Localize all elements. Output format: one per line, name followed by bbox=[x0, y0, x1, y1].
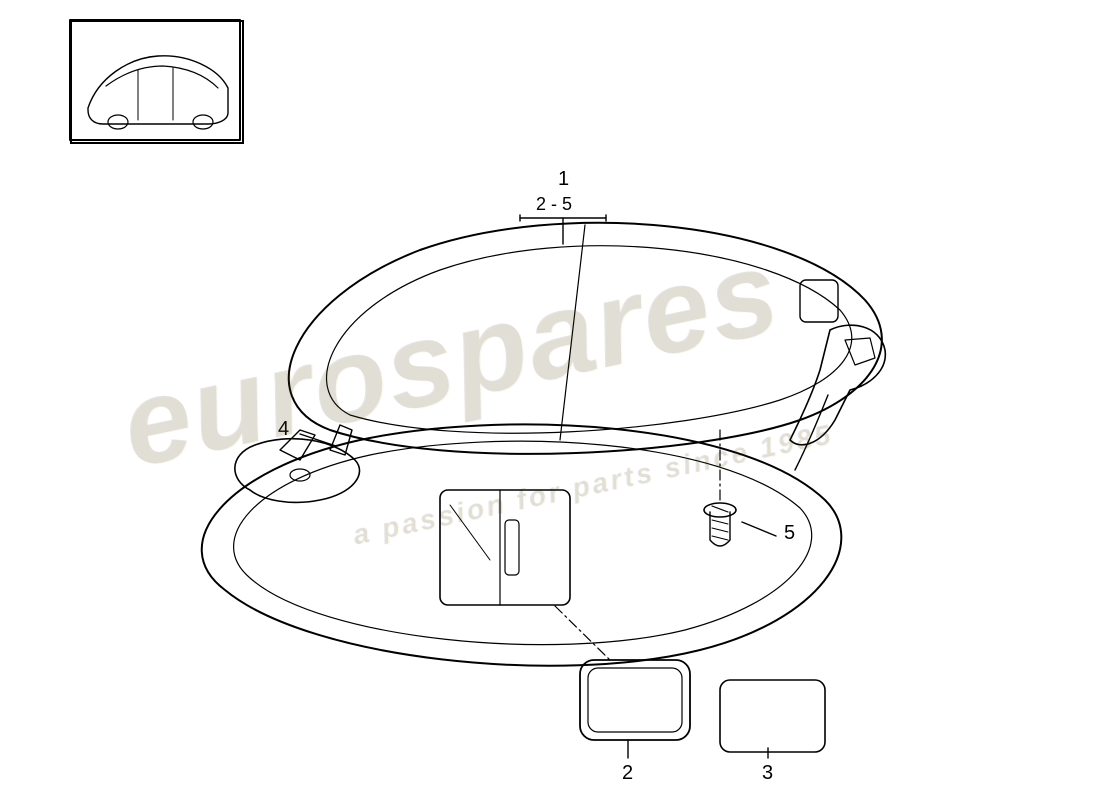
mirror-glass-3 bbox=[720, 680, 825, 752]
screw-5 bbox=[704, 503, 736, 546]
callout-2: 2 bbox=[622, 762, 633, 785]
callout-3: 3 bbox=[762, 762, 773, 785]
visor-rear-panel bbox=[289, 223, 882, 454]
vanity-mirror-cutout bbox=[440, 490, 570, 605]
diagram-canvas: 1 2 - 5 2 3 4 5 eurospares a passion for… bbox=[0, 0, 1100, 800]
leader-lines bbox=[300, 215, 776, 758]
visor-front-panel bbox=[202, 424, 842, 665]
support-clip-left bbox=[235, 425, 360, 502]
hinge-bracket-right bbox=[790, 325, 885, 470]
thumbnail-frame bbox=[70, 20, 244, 144]
callout-1-range: 2 - 5 bbox=[536, 194, 572, 215]
mirror-frame-2 bbox=[580, 660, 690, 740]
callout-4: 4 bbox=[278, 418, 289, 441]
callout-5: 5 bbox=[784, 522, 795, 545]
callout-1: 1 bbox=[558, 168, 569, 191]
